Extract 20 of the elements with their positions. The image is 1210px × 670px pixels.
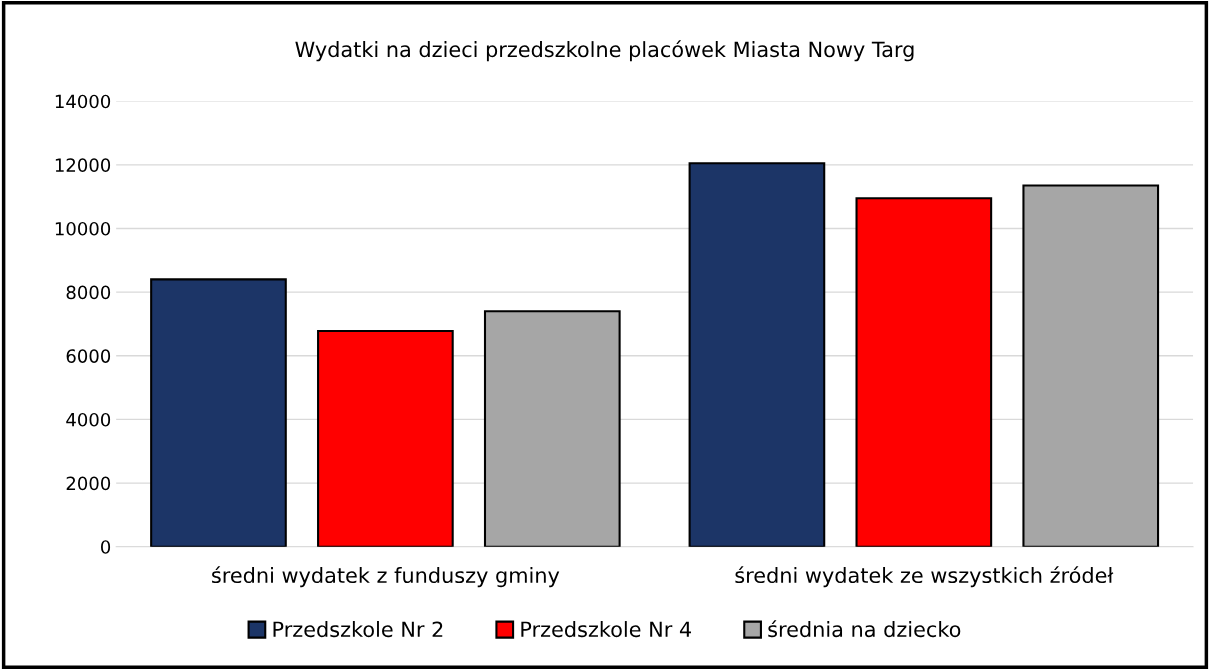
x-tick-label: średni wydatek z funduszy gminy	[212, 566, 560, 588]
y-tick-label: 0	[101, 540, 111, 554]
bar	[855, 197, 993, 547]
y-tick-label: 14000	[55, 94, 111, 109]
bar	[483, 310, 621, 547]
y-tick-label: 2000	[66, 476, 111, 491]
y-tick-label: 10000	[55, 221, 111, 236]
chart-title: Wydatki na dzieci przedszkolne placówek Miasta Nowy Targ	[295, 40, 914, 62]
y-tick-label: 6000	[66, 349, 111, 363]
y-tick-label: 8000	[66, 285, 111, 300]
legend-label: Przedszkole Nr 4	[521, 621, 692, 638]
x-tick-label: średni wydatek ze wszystkich źródeł	[735, 566, 1114, 588]
y-tick-label: 12000	[55, 158, 111, 172]
bar	[317, 329, 454, 547]
y-tick-label: 4000	[66, 412, 111, 427]
bar	[688, 162, 826, 547]
legend-label: Przedszkole Nr 2	[273, 621, 443, 638]
bar	[1022, 184, 1160, 547]
legend-label: średnia na dziecko	[768, 620, 961, 638]
bar	[150, 278, 287, 547]
